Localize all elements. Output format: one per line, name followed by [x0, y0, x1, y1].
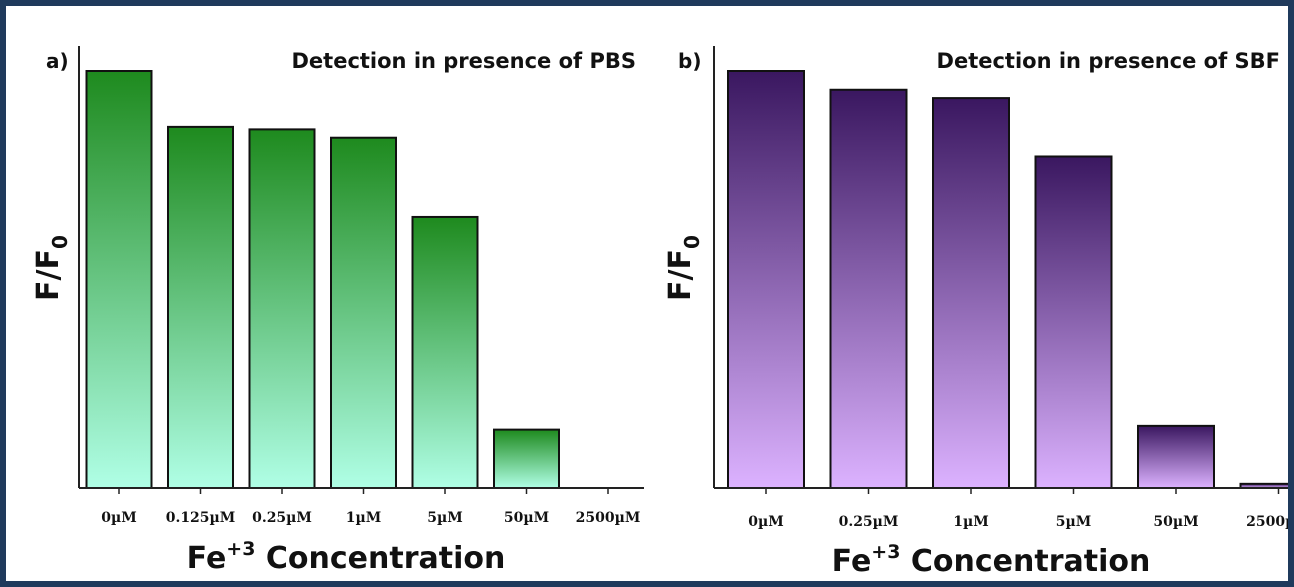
x-tick-label-b-4: 50µM	[1153, 514, 1198, 530]
bar-a-4	[411, 215, 479, 489]
panel-b-x-title-rest: Concentration	[900, 544, 1150, 579]
panel-b-title: Detection in presence of SBF	[937, 49, 1280, 73]
panel-b-ticks: 0µM 0.25µM 1µM 5µM 50µM 2500µM	[748, 488, 1288, 530]
panel-b-x-title: Fe+3 Concentration	[832, 541, 1151, 579]
x-tick-label-a-4: 5µM	[427, 510, 463, 526]
bar-b-2	[932, 97, 1010, 489]
x-tick-label-b-2: 1µM	[953, 514, 989, 530]
bar-a-2	[248, 128, 316, 489]
panel-a-ticks: 0µM 0.125µM 0.25µM 1µM 5µM 50µM 2500µM	[101, 488, 640, 526]
x-tick-label-a-0: 0µM	[101, 510, 137, 526]
panel-a-x-title: Fe+3 Concentration	[187, 538, 506, 576]
chart-canvas: a) Detection in presence of PBS 0µM 0.125…	[31, 46, 1288, 579]
x-tick-label-a-6: 2500µM	[576, 510, 641, 526]
bar-b-1	[829, 88, 908, 489]
panel-b-y-title: F/F0	[663, 235, 704, 301]
panel-b-y-title-sub: 0	[680, 235, 704, 249]
x-tick-label-a-2: 0.25µM	[252, 510, 312, 526]
panel-b-y-title-main: F/F	[663, 249, 698, 301]
panel-b-letter: b)	[678, 49, 701, 73]
panel-a-x-title-sup: +3	[226, 538, 255, 560]
bar-a-0	[85, 70, 153, 489]
bar-b-0	[727, 70, 805, 489]
panel-a-bars	[85, 70, 560, 490]
x-tick-label-b-5: 2500µM	[1246, 514, 1288, 530]
panel-b-x-title-sup: +3	[871, 541, 900, 563]
x-tick-label-a-3: 1µM	[346, 510, 382, 526]
panel-a-title: Detection in presence of PBS	[291, 49, 636, 73]
x-tick-label-b-1: 0.25µM	[839, 514, 899, 530]
panel-b-bars	[727, 70, 1288, 490]
bar-b-4	[1137, 424, 1215, 490]
panel-a-y-title: F/F0	[31, 235, 72, 301]
x-tick-label-b-3: 5µM	[1056, 514, 1092, 530]
panel-a-y-title-main: F/F	[31, 249, 66, 301]
panel-a: a) Detection in presence of PBS 0µM 0.125…	[31, 46, 644, 576]
panel-b: b) Detection in presence of SBF 0µM 0.25µ…	[663, 46, 1288, 579]
panel-a-x-title-base: Fe	[187, 541, 227, 576]
bar-b-3	[1034, 155, 1113, 490]
bar-a-3	[330, 136, 397, 489]
panel-a-y-title-sub: 0	[48, 235, 72, 249]
x-tick-label-a-1: 0.125µM	[166, 510, 236, 526]
x-tick-label-b-0: 0µM	[748, 514, 784, 530]
figure: a) Detection in presence of PBS 0µM 0.125…	[6, 6, 1288, 581]
x-tick-label-a-5: 50µM	[504, 510, 549, 526]
bar-a-5	[493, 428, 560, 489]
bar-a-1	[167, 125, 234, 490]
panel-a-x-title-rest: Concentration	[255, 541, 505, 576]
panel-a-letter: a)	[46, 49, 69, 73]
panel-b-x-title-base: Fe	[832, 544, 872, 579]
